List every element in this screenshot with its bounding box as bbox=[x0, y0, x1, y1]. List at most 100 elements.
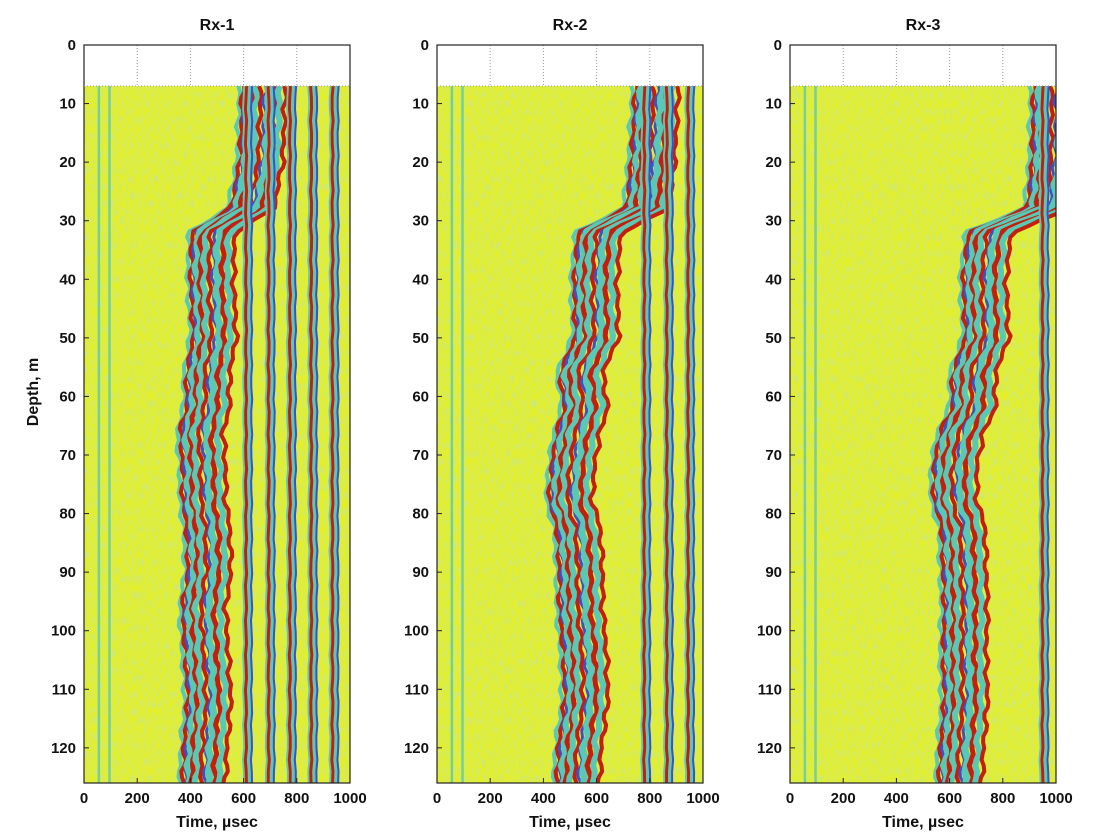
strong-phase-line bbox=[333, 86, 340, 783]
y-tick-label: 90 bbox=[412, 564, 429, 581]
y-tick-label: 110 bbox=[52, 681, 76, 698]
x-axis-label-rx-2: Time, µsec bbox=[529, 814, 611, 831]
y-tick-label: 0 bbox=[68, 37, 76, 54]
y-tick-label: 120 bbox=[757, 740, 782, 757]
direct-wave-stripe bbox=[97, 86, 101, 783]
direct-wave-stripe bbox=[803, 86, 807, 783]
strong-phase-line bbox=[336, 86, 340, 783]
y-tick-label: 100 bbox=[404, 623, 429, 640]
y-tick-label: 30 bbox=[765, 213, 782, 230]
y-tick-label: 60 bbox=[59, 388, 76, 405]
direct-wave-stripe bbox=[450, 86, 454, 783]
y-tick-label: 20 bbox=[59, 154, 76, 171]
y-tick-label: 80 bbox=[765, 506, 782, 523]
x-tick-label: 600 bbox=[937, 790, 962, 807]
direct-wave-stripe bbox=[461, 86, 464, 783]
arrival-wavelet-band bbox=[572, 86, 667, 783]
y-tick-label: 80 bbox=[59, 506, 76, 523]
x-tick-label: 0 bbox=[80, 790, 88, 807]
panel-title-rx-1: Rx-1 bbox=[200, 17, 235, 34]
strong-phase-line bbox=[272, 86, 276, 783]
strong-phase-line bbox=[691, 86, 696, 783]
strong-phase bbox=[264, 86, 276, 783]
y-tick-label: 90 bbox=[59, 564, 76, 581]
x-tick-label: 400 bbox=[178, 790, 203, 807]
strong-phase bbox=[328, 86, 340, 783]
y-tick-label: 70 bbox=[412, 447, 429, 464]
y-tick-label: 120 bbox=[51, 740, 76, 757]
strong-phase bbox=[1038, 86, 1050, 783]
plot-area-rx-1: 0 200 400 600 800 1000 0 10 20 30 40 50 60 70 80 90 100 1… bbox=[51, 37, 367, 807]
plot-frame bbox=[789, 44, 1057, 784]
y-tick-label: 110 bbox=[405, 681, 429, 698]
panel-rx-3: Rx-3 0 200 400 600 800 1000 0 10 20 30 40 50 60 70 80 9… bbox=[757, 17, 1073, 831]
x-tick-label: 800 bbox=[990, 790, 1015, 807]
y-tick-label: 10 bbox=[412, 96, 429, 113]
y-axis-label: Depth, m bbox=[25, 358, 42, 426]
x-tick-label: 400 bbox=[531, 790, 556, 807]
plot-frame bbox=[436, 44, 704, 784]
arrival-wavelet-band bbox=[202, 86, 274, 783]
y-tick-label: 50 bbox=[412, 330, 429, 347]
plot-area-rx-2: 0 200 400 600 800 1000 0 10 20 30 40 50 60 70 80 90 100 1… bbox=[404, 37, 720, 807]
x-tick-label: 200 bbox=[831, 790, 856, 807]
seismic-section bbox=[790, 86, 1056, 783]
strong-phase-line bbox=[249, 86, 254, 783]
x-tick-label: 0 bbox=[786, 790, 794, 807]
y-tick-label: 60 bbox=[765, 388, 782, 405]
x-tick-label: 1000 bbox=[333, 790, 366, 807]
y-tick-label: 110 bbox=[758, 681, 782, 698]
y-tick-label: 40 bbox=[765, 271, 782, 288]
arrival-wavelet-band bbox=[174, 86, 243, 783]
y-tick-label: 20 bbox=[412, 154, 429, 171]
y-tick-label: 40 bbox=[412, 271, 429, 288]
strong-phase-line bbox=[311, 86, 319, 783]
arrival-wavelet-band bbox=[934, 86, 1044, 783]
y-tick-label: 30 bbox=[59, 213, 76, 230]
y-tick-label: 60 bbox=[412, 388, 429, 405]
x-tick-label: 1000 bbox=[686, 790, 719, 807]
y-tick-label: 70 bbox=[765, 447, 782, 464]
x-tick-label: 200 bbox=[478, 790, 503, 807]
strong-phase-line bbox=[290, 86, 298, 783]
strong-phase bbox=[684, 86, 696, 783]
arrival-wavelet-band bbox=[927, 86, 1035, 783]
arrival-wavelet-band bbox=[966, 208, 1056, 783]
strong-phase-line bbox=[670, 86, 675, 783]
y-tick-label: 10 bbox=[59, 96, 76, 113]
strong-phase-line bbox=[648, 86, 652, 783]
arrival-wavelet-band bbox=[551, 86, 646, 783]
arrival-wavelet-band bbox=[972, 211, 1056, 783]
arrival-wavelet-band bbox=[181, 86, 253, 783]
y-tick-label: 0 bbox=[421, 37, 429, 54]
y-tick-label: 70 bbox=[59, 447, 76, 464]
y-tick-label: 10 bbox=[765, 96, 782, 113]
arrival-wavelet-band bbox=[219, 86, 289, 783]
strong-phase-line bbox=[688, 86, 696, 783]
seismic-section bbox=[437, 86, 703, 783]
x-axis-label-rx-1: Time, µsec bbox=[176, 814, 258, 831]
strong-phase-line bbox=[667, 86, 675, 783]
strong-phase bbox=[640, 86, 652, 783]
plot-frame bbox=[83, 44, 351, 784]
x-tick-label: 200 bbox=[125, 790, 150, 807]
x-tick-label: 1000 bbox=[1039, 790, 1072, 807]
x-tick-label: 600 bbox=[231, 790, 256, 807]
strong-phase-line bbox=[1046, 86, 1050, 783]
arrival-wavelet-band bbox=[954, 95, 1056, 783]
y-tick-label: 50 bbox=[765, 330, 782, 347]
section-noise bbox=[790, 86, 1056, 783]
y-tick-label: 0 bbox=[774, 37, 782, 54]
panel-rx-2: Rx-2 0 200 400 600 800 1000 0 10 20 30 40 50 60 70 80 9… bbox=[404, 17, 720, 831]
x-tick-label: 800 bbox=[637, 790, 662, 807]
panel-title-rx-2: Rx-2 bbox=[553, 17, 588, 34]
arrival-wavelet-band bbox=[543, 86, 636, 783]
strong-phase-line bbox=[1043, 86, 1050, 783]
x-tick-label: 400 bbox=[884, 790, 909, 807]
y-tick-label: 120 bbox=[404, 740, 429, 757]
arrival-wavelet-band bbox=[582, 86, 676, 783]
y-tick-label: 80 bbox=[412, 506, 429, 523]
x-tick-label: 800 bbox=[284, 790, 309, 807]
direct-wave-stripe bbox=[814, 86, 817, 783]
y-tick-label: 100 bbox=[51, 623, 76, 640]
